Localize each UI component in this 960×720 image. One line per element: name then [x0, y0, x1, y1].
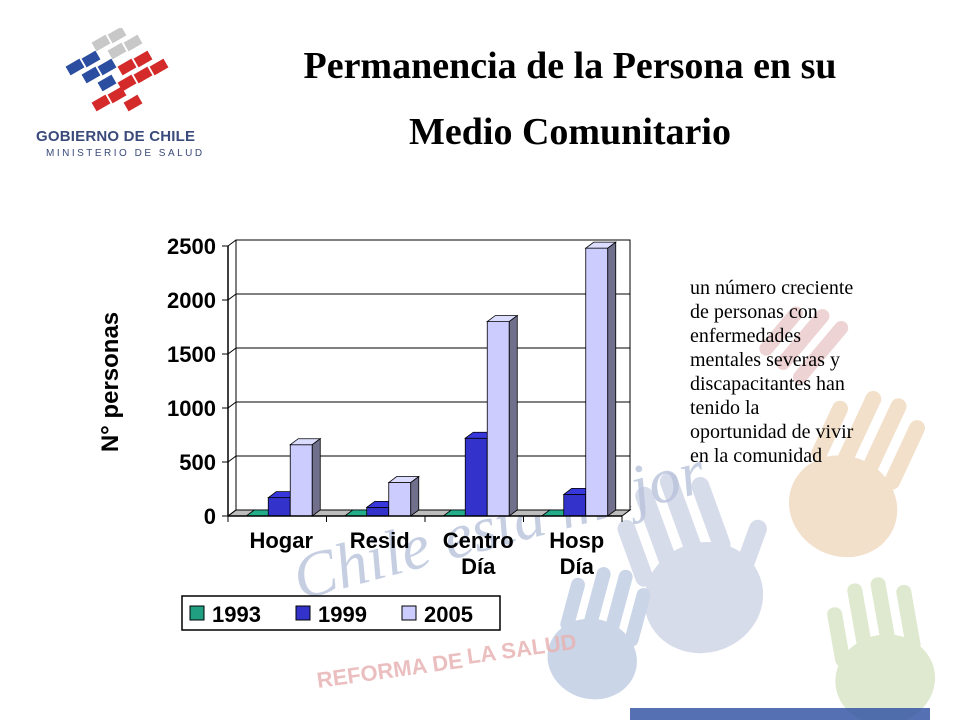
x-tick-label: Resid: [350, 528, 410, 553]
bar-side: [410, 475, 420, 517]
bar-2005: [387, 475, 420, 517]
logo-title: GOBIERNO DE CHILE: [36, 128, 196, 145]
bar-front: [289, 444, 313, 517]
y-tick-label: 1000: [167, 396, 216, 421]
chart-axes: [222, 245, 623, 522]
x-tick-label: Hosp: [549, 528, 604, 553]
hand-print-icon: [759, 306, 849, 385]
gridline-diagonal: [227, 347, 237, 355]
hand-print-icon: [827, 577, 936, 720]
bar-front: [366, 506, 390, 517]
page-title-line2: Medio Comunitario: [409, 111, 731, 153]
gridline-diagonal: [227, 401, 237, 409]
hand-print-icon: [547, 567, 651, 700]
y-tick-label: 0: [204, 504, 216, 529]
chart-gridlines: [226, 239, 632, 517]
gobierno-logo-icon: [65, 28, 169, 112]
gridline-diagonal: [227, 455, 237, 463]
page-title-line1: Permanencia de la Persona en su: [303, 45, 837, 87]
hand-print-icon: [788, 390, 926, 558]
bar-side: [508, 314, 518, 517]
chart-legend: 1993 1999 2005: [181, 595, 501, 631]
bar-front: [563, 493, 587, 517]
bar-side: [607, 241, 617, 517]
legend-label: 1999: [318, 602, 367, 627]
legend-swatch: [401, 605, 417, 621]
chart-bars: [245, 241, 617, 517]
bar-front: [388, 482, 412, 517]
side-text-line: un número creciente: [690, 277, 854, 299]
legend-label: 1993: [212, 602, 261, 627]
bar-2005: [486, 314, 519, 517]
gridline-diagonal: [227, 239, 237, 247]
bar-front: [486, 321, 510, 517]
y-tick-label: 2500: [167, 234, 216, 259]
y-axis-label: N° personas: [97, 312, 124, 452]
bar-front: [464, 437, 488, 517]
legend-box: [181, 595, 501, 631]
legend-label: 2005: [424, 602, 473, 627]
gridline-diagonal: [227, 509, 237, 517]
side-text-line: en la comunidad: [690, 445, 823, 467]
side-text-line: mentales severas y: [690, 349, 840, 371]
legend-swatch: [295, 605, 311, 621]
bar-front: [267, 497, 291, 517]
side-text-line: de personas con: [690, 301, 818, 323]
logo-subtitle: MINISTERIO DE SALUD: [46, 148, 205, 159]
bar-front: [585, 247, 609, 517]
side-text-line: tenido la: [690, 397, 760, 419]
bottom-strip: [630, 708, 930, 720]
hand-print-icon: [617, 472, 767, 654]
x-tick-label: Día: [560, 554, 595, 579]
gridline-diagonal: [227, 293, 237, 301]
legend-swatch: [189, 605, 205, 621]
side-text-line: enfermedades: [690, 325, 802, 347]
bar-2005: [584, 241, 617, 517]
y-tick-label: 2000: [167, 288, 216, 313]
chart-y-tick-labels: 0 500 1000 1500 2000 2500: [167, 234, 216, 529]
side-text-line: discapacitantes han: [690, 373, 845, 395]
side-text-line: oportunidad de vivir: [690, 421, 854, 443]
bar-2005: [289, 437, 322, 517]
x-tick-label: Día: [461, 554, 496, 579]
y-tick-label: 1500: [167, 342, 216, 367]
x-tick-label: Centro: [443, 528, 514, 553]
side-description: un número creciente de personas con enferm…: [690, 276, 930, 468]
bar-side: [311, 437, 321, 517]
x-tick-label: Hogar: [249, 528, 313, 553]
y-tick-label: 500: [179, 450, 216, 475]
